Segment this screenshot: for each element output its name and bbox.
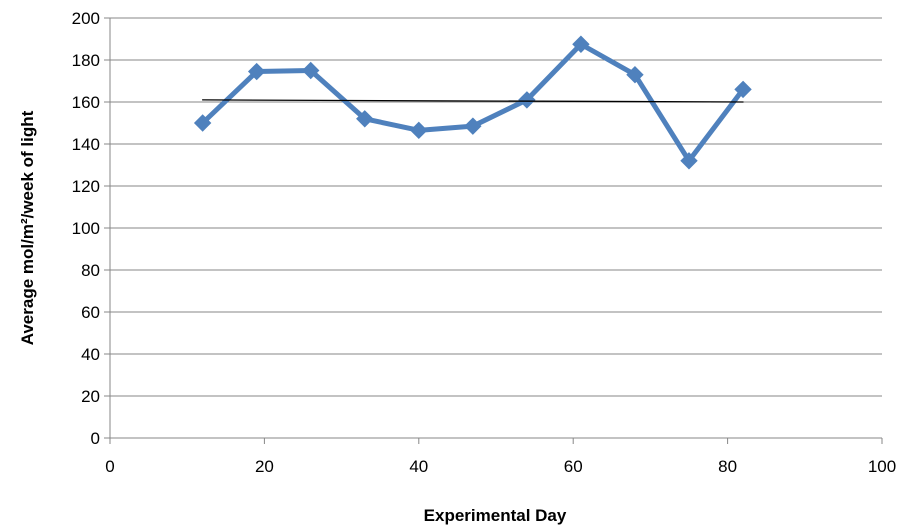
y-tick-label: 20 (81, 387, 100, 406)
data-point-marker (356, 110, 374, 128)
y-tick-label: 140 (72, 135, 100, 154)
axes (104, 17, 883, 444)
data-point-marker (247, 62, 266, 81)
series-layer (193, 35, 752, 170)
y-tick-label: 160 (72, 93, 100, 112)
y-axis-title: Average mol/m²/week of light (18, 110, 37, 345)
y-tick-label: 60 (81, 303, 100, 322)
data-point-marker (680, 152, 698, 170)
y-tick-label: 80 (81, 261, 100, 280)
gridlines (110, 17, 882, 397)
x-tick-label: 20 (255, 457, 274, 476)
y-tick-label: 200 (72, 9, 100, 28)
x-tick-labels: 0 20 40 60 80 100 (105, 457, 896, 476)
y-tick-label: 100 (72, 219, 100, 238)
data-point-marker (410, 121, 428, 140)
x-tick-label: 100 (868, 457, 896, 476)
data-point-marker (572, 35, 590, 53)
data-point-marker (626, 65, 644, 84)
data-point-marker (734, 80, 752, 99)
y-tick-label: 0 (91, 429, 100, 448)
y-tick-label: 40 (81, 345, 100, 364)
data-series-line (200, 41, 746, 164)
data-point-marker (193, 114, 212, 132)
x-tick-label: 0 (105, 457, 114, 476)
x-tick-label: 80 (718, 457, 737, 476)
y-tick-labels: 0 20 40 60 80 100 120 140 160 180 200 (72, 9, 100, 448)
x-tick-label: 60 (564, 457, 583, 476)
y-tick-label: 120 (72, 177, 100, 196)
x-tick-label: 40 (409, 457, 428, 476)
data-point-marker (302, 61, 320, 80)
average-reference-line (201, 99, 744, 103)
data-point-marker (518, 91, 536, 109)
x-axis-title: Experimental Day (424, 506, 567, 525)
data-point-marker (464, 117, 482, 135)
y-tick-label: 180 (72, 51, 100, 70)
